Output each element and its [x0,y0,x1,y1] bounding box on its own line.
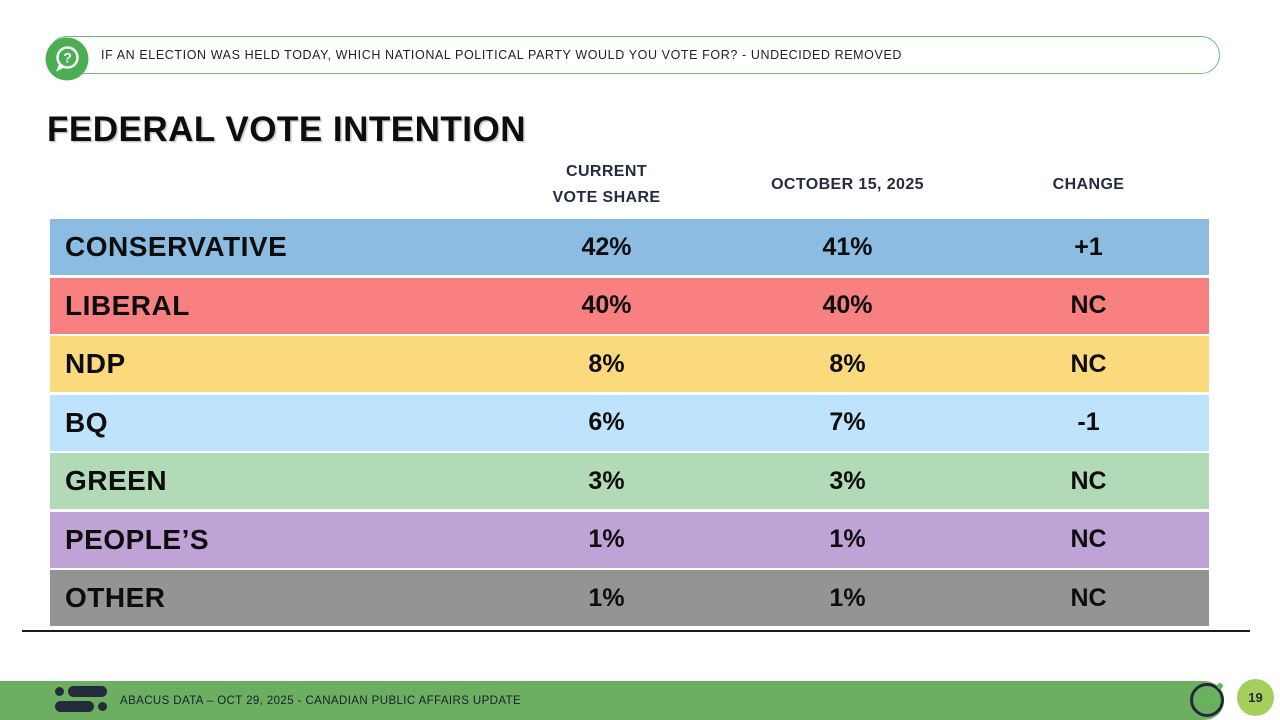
party-name: NDP [65,348,126,379]
column-header-october-15-2025: OCTOBER 15, 2025 [771,176,924,193]
previous-vote-share: 40% [822,291,873,319]
footer-bar: ABACUS DATA – OCT 29, 2025 - CANADIAN PU… [0,681,1224,720]
column-header-change: CHANGE [1052,176,1125,193]
abacus-logo-dot [55,687,64,696]
party-name: CONSERVATIVE [65,231,288,262]
abacus-logo-bar [68,686,107,697]
current-vote-share: 3% [588,466,625,495]
current-vote-share: 1% [588,525,625,553]
previous-vote-share: 1% [829,525,866,553]
previous-vote-share: 41% [822,232,873,261]
ca-logo-text: CA [1198,694,1216,706]
question-mark-glyph: ? [63,50,72,66]
question-text: IF AN ELECTION WAS HELD TODAY, WHICH NAT… [101,48,903,62]
party-name: PEOPLE’S [65,523,210,555]
table-row-bq: BQ 6% 7% -1 [50,394,1209,451]
change-value: NC [1070,525,1107,553]
current-vote-share: 8% [588,349,625,378]
table-row-conservative: CONSERVATIVE 42% 41% +1 [50,219,1209,275]
current-vote-share: 40% [581,291,632,319]
column-header-current-vote-share: CURRENT VOTE SHARE [552,163,661,206]
abacus-logo-dot [98,702,107,711]
question-banner: IF AN ELECTION WAS HELD TODAY, WHICH NAT… [48,36,1220,74]
vote-intention-table: CONSERVATIVE 42% 41% +1 LIBERAL 40% 40% … [50,219,1209,629]
party-name: GREEN [65,465,168,496]
page-number-badge: 19 [1237,679,1274,716]
ca-logo-dot [1217,683,1223,689]
change-value: -1 [1077,408,1100,436]
change-value: NC [1070,291,1107,319]
table-row-ndp: NDP 8% 8% NC [50,336,1209,392]
party-name: BQ [65,406,108,438]
ca-logo: CA [1190,683,1224,717]
party-name: OTHER [65,582,166,613]
abacus-data-logo [55,686,107,714]
previous-vote-share: 3% [829,466,866,495]
current-vote-share: 42% [581,232,632,261]
question-bubble-icon: ? [45,37,89,81]
footer-text: ABACUS DATA – OCT 29, 2025 - CANADIAN PU… [120,694,522,707]
party-name: LIBERAL [65,289,190,321]
change-value: +1 [1074,232,1103,261]
change-value: NC [1070,349,1107,378]
current-vote-share: 1% [588,583,625,612]
abacus-logo-bar [55,701,94,712]
table-row-green: GREEN 3% 3% NC [50,453,1209,509]
change-value: NC [1070,466,1107,495]
table-header: CURRENT VOTE SHARE OCTOBER 15, 2025 CHAN… [50,158,1209,212]
page-number: 19 [1248,690,1263,705]
table-row-peoples: PEOPLE’S 1% 1% NC [50,511,1209,568]
previous-vote-share: 8% [829,349,866,378]
page-title: FEDERAL VOTE INTENTION [47,110,526,149]
previous-vote-share: 1% [829,583,866,612]
table-row-other: OTHER 1% 1% NC [50,570,1209,626]
change-value: NC [1070,583,1107,612]
table-row-liberal: LIBERAL 40% 40% NC [50,277,1209,334]
previous-vote-share: 7% [829,408,866,436]
bottom-divider-line [22,630,1250,632]
current-vote-share: 6% [588,408,625,436]
